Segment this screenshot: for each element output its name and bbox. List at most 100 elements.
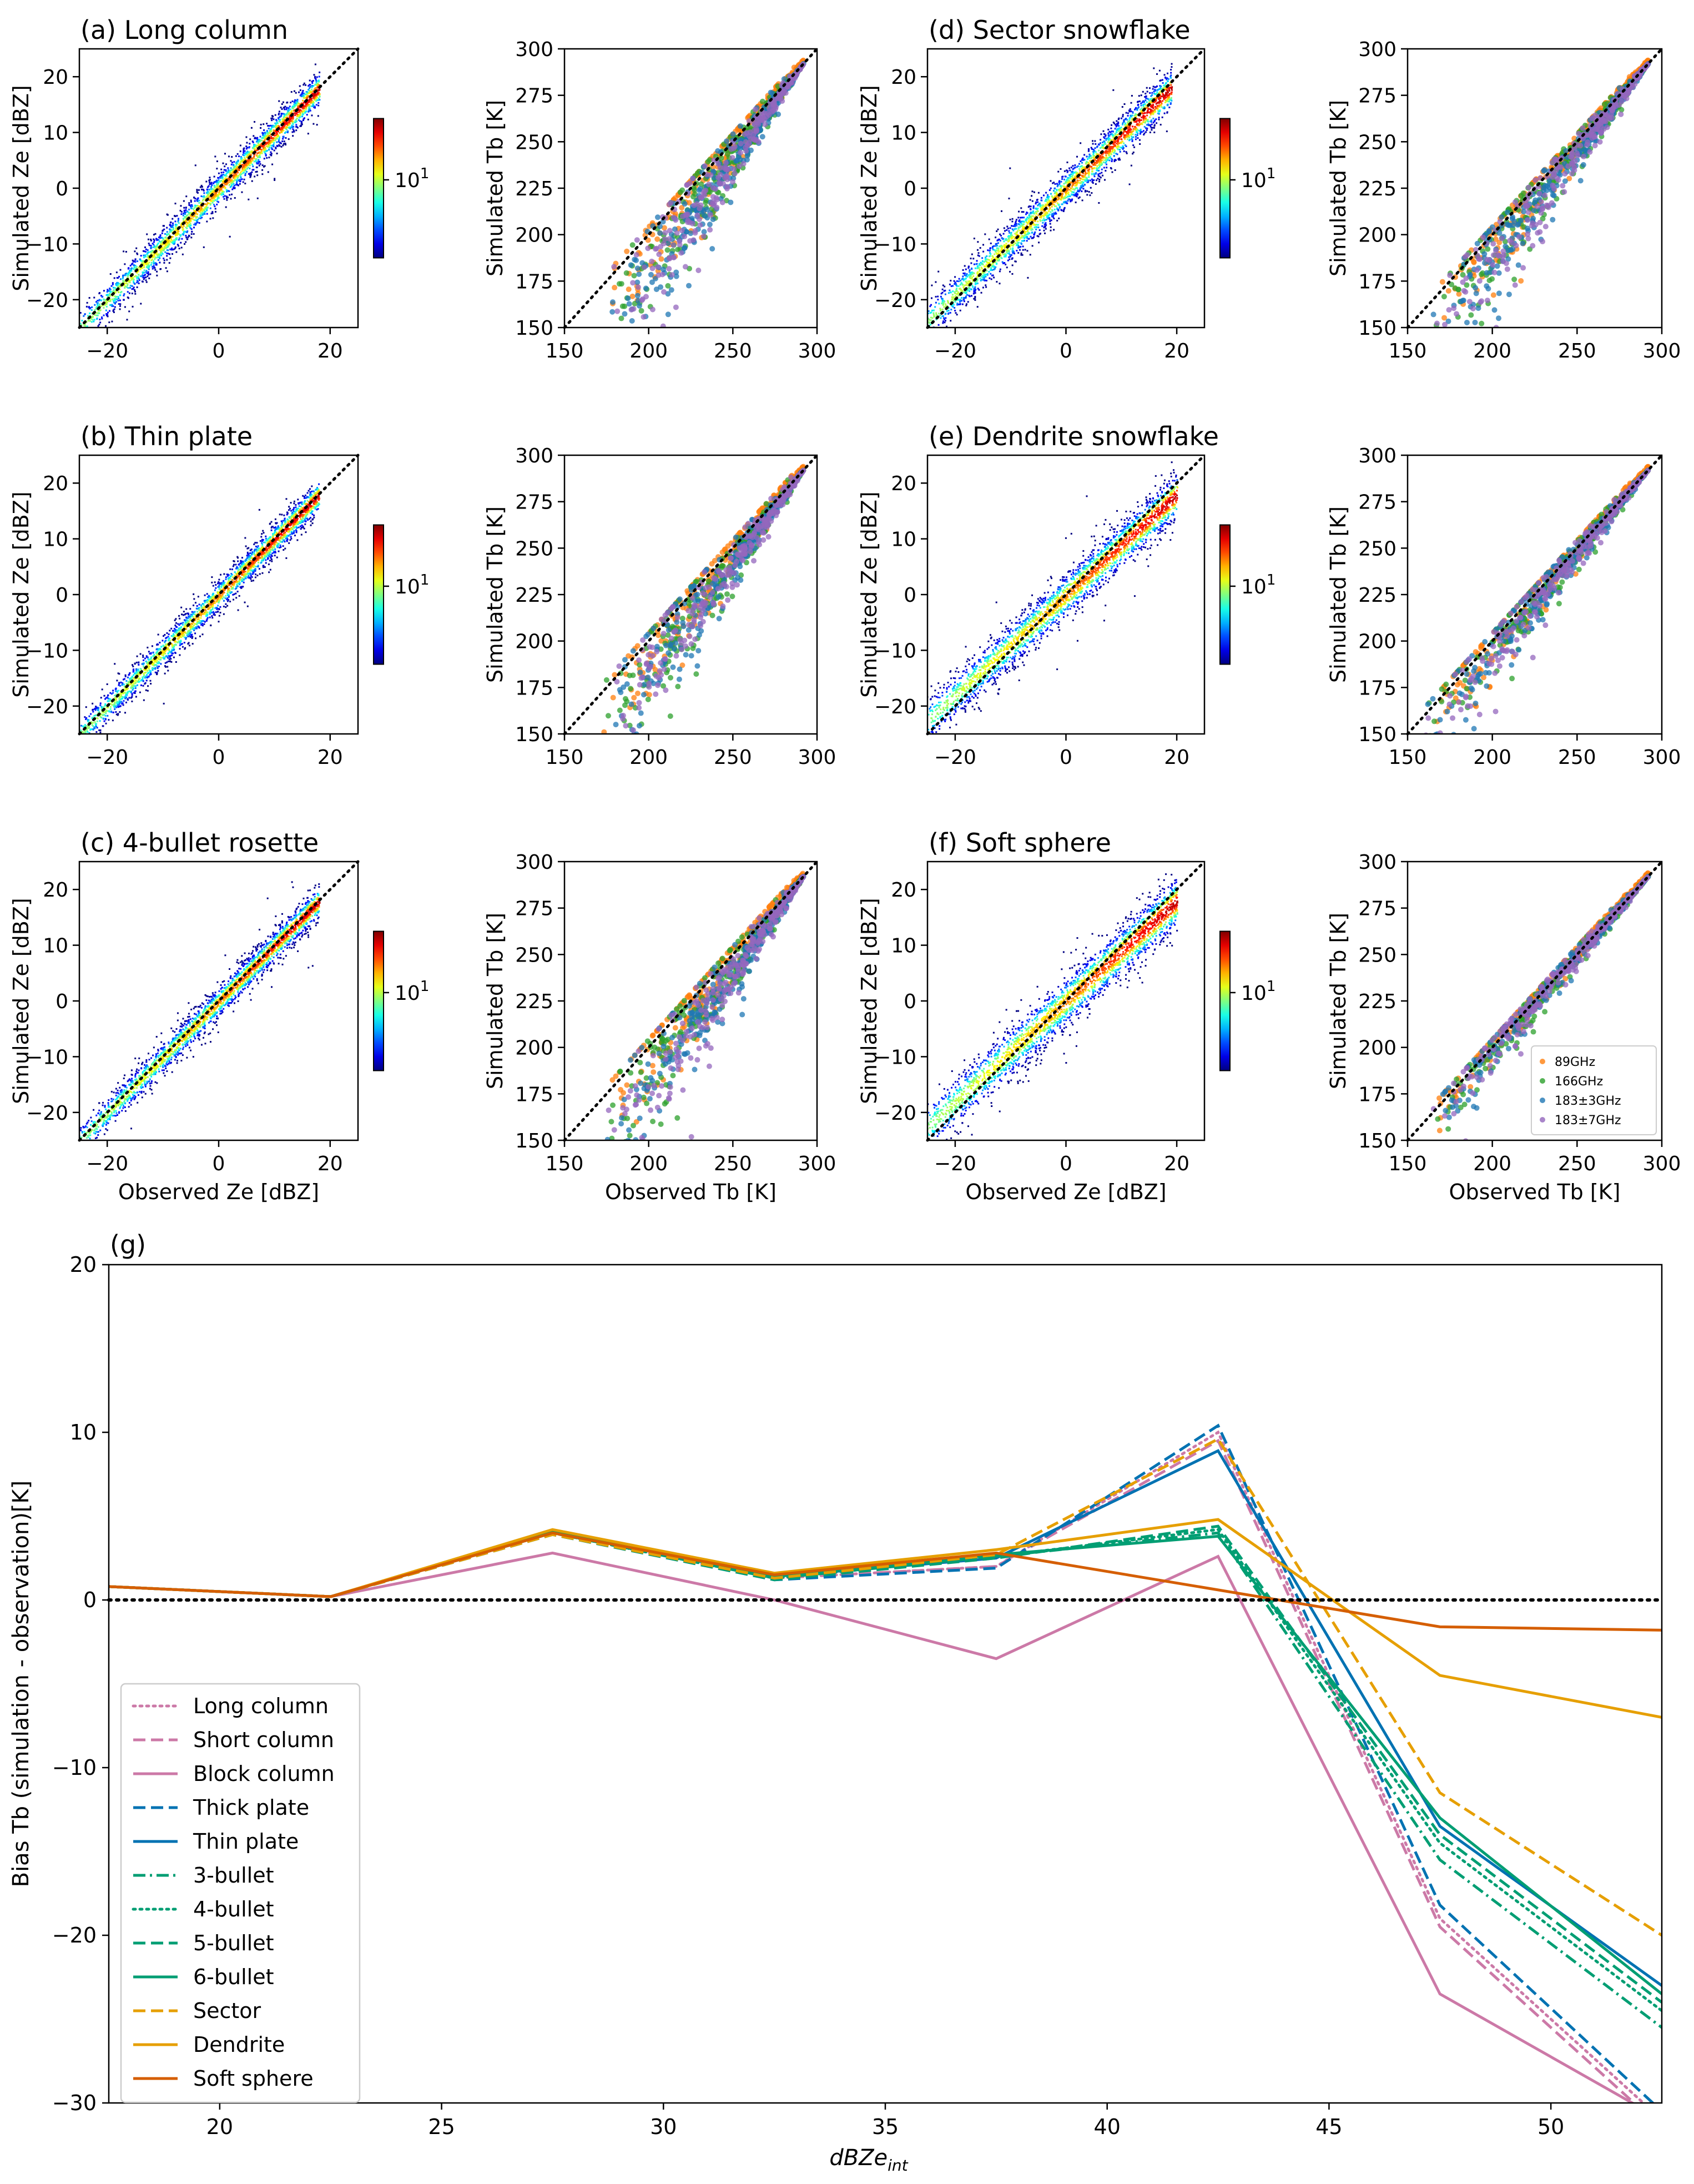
density-point	[162, 237, 164, 239]
density-point	[151, 258, 153, 260]
scatter-point	[719, 199, 725, 205]
density-point	[211, 196, 214, 198]
density-point	[105, 309, 107, 311]
density-point	[947, 309, 950, 311]
density-point	[312, 90, 315, 92]
density-point	[1004, 244, 1006, 246]
density-point	[1114, 140, 1116, 143]
density-point	[164, 251, 167, 253]
scatter-point	[670, 242, 677, 248]
density-point	[1095, 151, 1097, 153]
density-point	[1111, 130, 1113, 133]
density-point	[307, 133, 309, 135]
scatter-point	[675, 246, 681, 253]
density-point	[280, 145, 283, 148]
density-point	[159, 251, 162, 254]
density-point	[186, 214, 189, 216]
density-point	[153, 261, 155, 264]
density-point	[185, 235, 187, 237]
density-point	[268, 157, 270, 159]
density-point	[225, 195, 228, 198]
density-point	[311, 114, 313, 117]
density-point	[173, 215, 175, 217]
density-point	[1069, 177, 1071, 179]
density-point	[228, 169, 230, 171]
density-point	[261, 145, 263, 148]
density-point	[228, 179, 230, 181]
scatter-point	[686, 283, 692, 289]
density-point	[1080, 142, 1082, 144]
density-point	[1135, 129, 1137, 132]
density-point	[224, 182, 226, 184]
density-point	[138, 278, 140, 280]
density-point	[105, 299, 107, 301]
density-point	[284, 117, 286, 119]
scatter-point	[731, 166, 737, 172]
density-point	[221, 190, 223, 193]
density-point	[306, 96, 309, 98]
density-point	[970, 295, 972, 297]
scatter-point	[770, 108, 777, 114]
density-point	[215, 199, 217, 202]
density-point	[1150, 105, 1152, 108]
density-point	[1093, 164, 1096, 166]
density-point	[117, 286, 119, 288]
density-point	[1160, 85, 1162, 88]
density-point	[1095, 173, 1097, 175]
density-point	[1025, 236, 1027, 238]
density-point	[214, 181, 216, 183]
density-point	[235, 179, 238, 182]
density-point	[990, 242, 992, 244]
density-point	[87, 333, 89, 335]
density-point	[1056, 199, 1058, 201]
density-point	[1004, 253, 1006, 255]
density-point	[1103, 141, 1106, 143]
density-point	[1107, 139, 1110, 142]
density-point	[282, 138, 284, 140]
density-point	[109, 295, 111, 297]
density-point	[138, 279, 140, 281]
density-point	[1160, 89, 1162, 92]
scatter-point	[724, 138, 730, 144]
scatter-point	[629, 242, 636, 248]
density-point	[244, 169, 246, 171]
density-point	[232, 172, 234, 174]
density-point	[159, 254, 161, 256]
density-point	[177, 245, 179, 247]
density-point	[146, 253, 148, 255]
density-point	[965, 296, 967, 299]
density-point	[924, 318, 925, 319]
density-point	[250, 154, 252, 156]
density-point	[223, 179, 225, 181]
density-point	[168, 253, 170, 255]
density-point	[239, 183, 241, 185]
density-point	[301, 122, 303, 124]
density-point	[133, 264, 135, 266]
density-point	[1080, 185, 1082, 187]
density-point	[145, 248, 147, 250]
density-point	[233, 174, 235, 177]
density-point	[260, 148, 263, 150]
density-point	[258, 152, 260, 154]
scatter-point	[732, 170, 738, 177]
density-point	[145, 250, 147, 253]
density-point	[100, 295, 102, 297]
density-point	[1006, 225, 1009, 228]
density-point	[204, 213, 206, 215]
scatter-point	[748, 136, 754, 142]
density-point	[1083, 166, 1086, 168]
density-point	[976, 306, 979, 308]
density-point	[1060, 190, 1062, 193]
density-point	[1127, 129, 1130, 131]
density-point	[137, 280, 139, 283]
density-point	[263, 158, 265, 160]
density-point	[1147, 109, 1149, 111]
density-point	[976, 273, 979, 275]
density-point	[1054, 191, 1056, 193]
density-point	[143, 274, 145, 276]
density-point	[280, 142, 282, 144]
density-point	[247, 162, 249, 164]
density-point	[136, 286, 138, 288]
density-point	[1020, 254, 1022, 256]
density-point	[142, 274, 144, 276]
